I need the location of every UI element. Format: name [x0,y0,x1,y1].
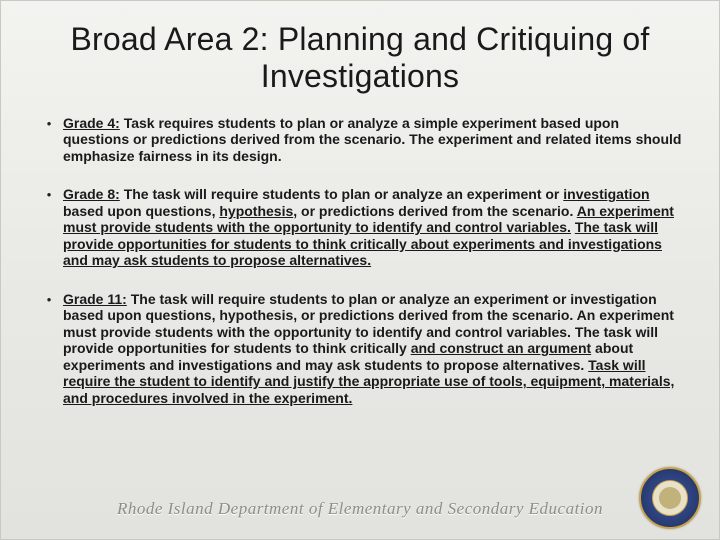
bullet-body: The task will require students to plan o… [63,291,674,406]
slide: Broad Area 2: Planning and Critiquing of… [0,0,720,540]
bullet-marker-icon: • [35,186,63,203]
bullet-body: Task requires students to plan or analyz… [63,115,681,164]
seal-center [659,487,681,509]
footer: Rhode Island Department of Elementary an… [1,485,719,533]
bullet-text: Grade 4: Task requires students to plan … [63,115,685,165]
bullet-text: Grade 8: The task will require students … [63,186,685,269]
bullet-marker-icon: • [35,291,63,308]
list-item: • Grade 11: The task will require studen… [35,291,685,407]
bullet-list: • Grade 4: Task requires students to pla… [29,115,691,407]
list-item: • Grade 4: Task requires students to pla… [35,115,685,165]
bullet-lead: Grade 8: [63,186,120,202]
bullet-lead: Grade 11: [63,291,127,307]
list-item: • Grade 8: The task will require student… [35,186,685,269]
bullet-text: Grade 11: The task will require students… [63,291,685,407]
footer-text: Rhode Island Department of Elementary an… [117,499,603,519]
seal-logo-icon [639,467,701,529]
seal-outer-ring [639,467,701,529]
bullet-lead: Grade 4: [63,115,120,131]
bullet-marker-icon: • [35,115,63,132]
slide-title: Broad Area 2: Planning and Critiquing of… [69,21,651,95]
bullet-body: The task will require students to plan o… [63,186,674,268]
